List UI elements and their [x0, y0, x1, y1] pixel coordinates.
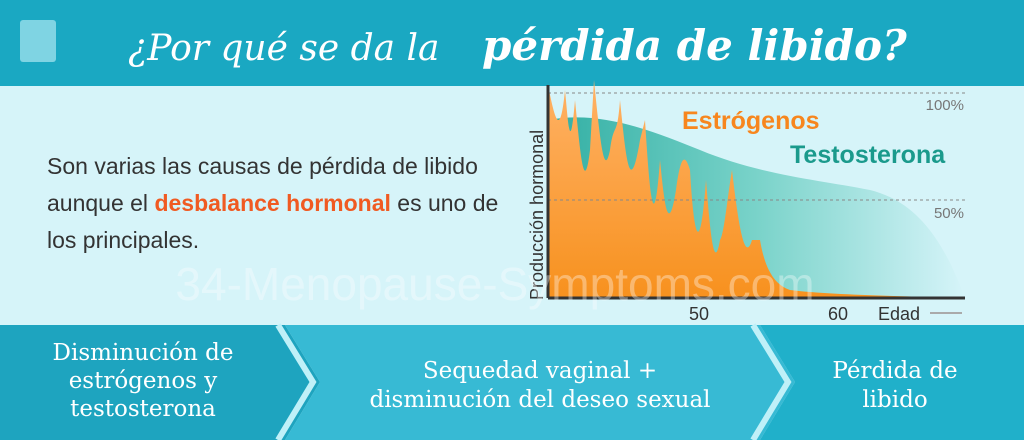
step-bg — [285, 325, 795, 440]
x-tick-label: 50 — [689, 304, 709, 324]
step-text: Disminución de — [53, 340, 234, 366]
step-bg — [760, 325, 1024, 440]
chevron — [750, 323, 792, 440]
series-label: Testosterona — [790, 141, 946, 169]
intro-part: es uno de los principales. — [47, 190, 499, 253]
x-tick-label: 60 — [828, 304, 848, 324]
watermark: 34-Menopause-Symptoms.com — [175, 258, 814, 310]
x-axis-label: Edad — [878, 304, 920, 324]
step-text: Sequedad vaginal + — [423, 358, 657, 384]
intro-highlight: desbalance hormonal — [154, 190, 391, 216]
estrogen-area — [548, 80, 965, 298]
chevron — [275, 323, 317, 440]
intro-part: Son varias las causas de pérdida de libi… — [47, 153, 478, 216]
intro-text: Son varias las causas de pérdida de libi… — [47, 148, 517, 259]
header-band — [0, 0, 1024, 86]
step-text: disminución del deseo sexual — [369, 387, 710, 413]
title-emphasis: pérdida de libido? — [482, 21, 907, 70]
series-label: Estrógenos — [682, 107, 820, 135]
step-text: libido — [862, 387, 927, 413]
logo — [20, 20, 56, 62]
title-start: ¿Por qué se da la — [128, 28, 440, 69]
step-bg — [0, 325, 320, 440]
y-axis-label: Producción hormonal — [527, 130, 547, 300]
step-text: testosterona — [70, 396, 216, 422]
y-tick-label: 100% — [926, 97, 964, 114]
step-text: estrógenos y — [69, 368, 218, 394]
step-text: Pérdida de — [832, 358, 957, 384]
y-tick-label: 50% — [934, 205, 964, 222]
